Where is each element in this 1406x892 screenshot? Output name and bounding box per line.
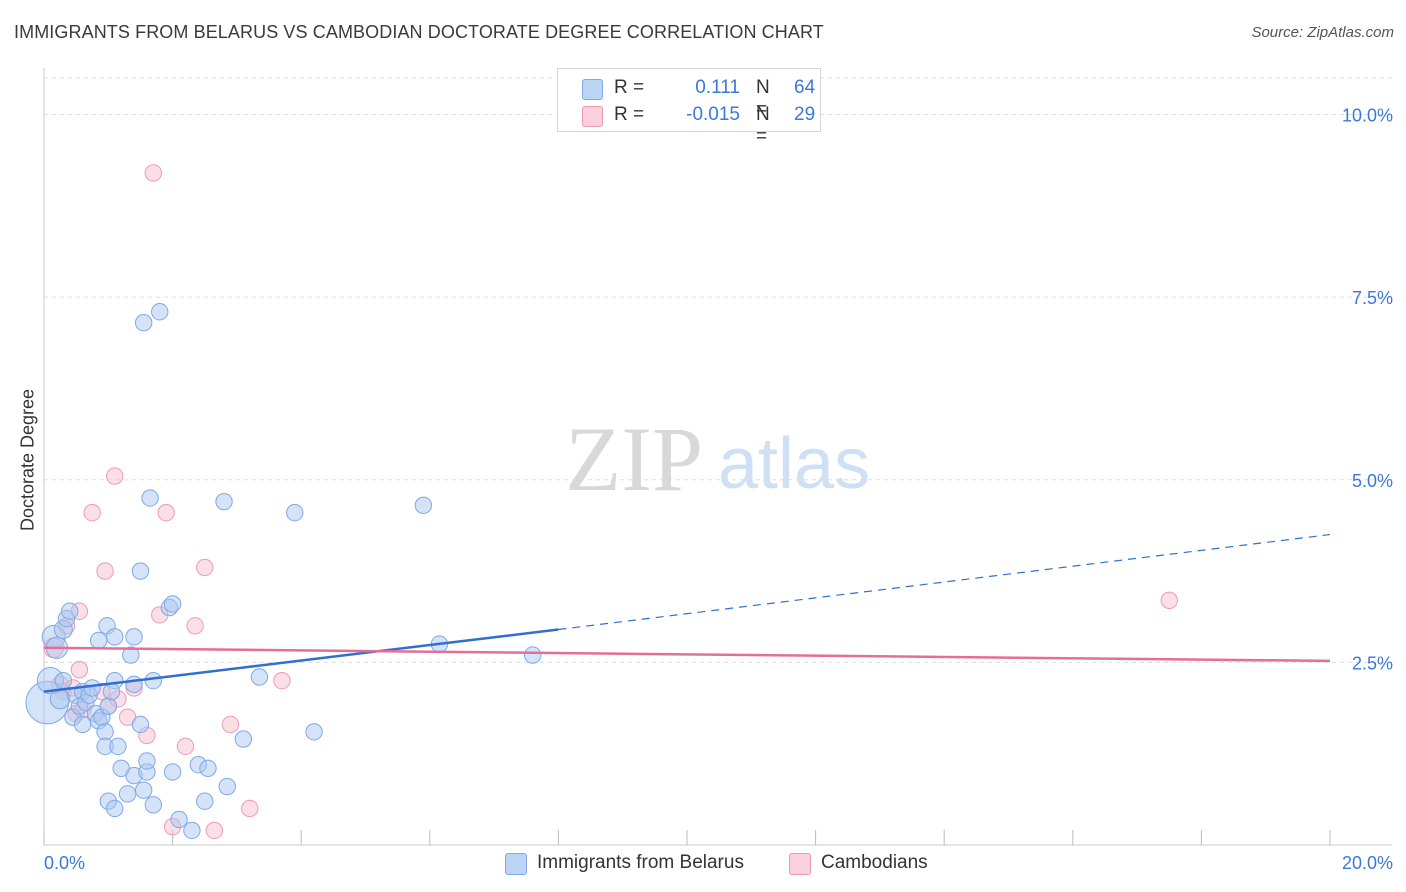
belarus-trend-line (43, 628, 559, 693)
watermark-zip: ZIP (565, 408, 703, 510)
cambodian-point (273, 671, 291, 690)
cambodian-point (241, 799, 259, 818)
trend-lines (43, 533, 1331, 693)
belarus-point (89, 631, 108, 650)
belarus-point (151, 303, 169, 321)
belarus-point (54, 671, 72, 690)
belarus-point (163, 595, 182, 613)
cambodian-n-label: N = (756, 104, 770, 147)
source-label: Source: ZipAtlas.com (1251, 24, 1394, 41)
belarus-point (49, 688, 71, 710)
belarus-n-label: N = (756, 77, 770, 120)
x-tick-label: 0.0% (44, 853, 85, 873)
stats-legend: R = 0.111 N = 64 R = -0.015 N = 29 (557, 68, 821, 147)
cambodian-point (96, 562, 114, 580)
belarus-point (102, 682, 121, 701)
belarus-point (286, 503, 304, 522)
belarus-point (234, 730, 253, 748)
belarus-point (96, 723, 114, 741)
bottom-belarus-label: Immigrants from Belarus (537, 852, 744, 873)
belarus-point (141, 489, 159, 507)
bottom-cambodian-label: Cambodians (821, 852, 928, 873)
cambodian-point (205, 821, 224, 840)
belarus-point (122, 646, 140, 664)
bottom-cambodian-swatch (789, 853, 811, 875)
belarus-point (73, 715, 92, 734)
cambodian-point (1160, 591, 1178, 609)
belarus-point (109, 737, 127, 756)
chart-title: IMMIGRANTS FROM BELARUS VS CAMBODIAN DOC… (14, 22, 824, 42)
belarus-point (523, 646, 542, 664)
belarus-r-value: 0.111 (695, 77, 740, 98)
cambodian-trend-line (43, 646, 1331, 663)
cambodian-point (70, 660, 89, 679)
cambodian-point (157, 503, 175, 522)
cambodian-point (176, 737, 195, 756)
y-axis-label: Doctorate Degree (17, 388, 38, 532)
belarus-point (118, 785, 137, 803)
belarus-point (170, 810, 188, 829)
belarus-swatch (582, 79, 603, 100)
belarus-point (61, 602, 79, 620)
belarus-point (134, 781, 153, 799)
watermark-atlas: atlas (718, 424, 870, 504)
belarus-point (99, 697, 118, 715)
belarus-r-label: R = (614, 77, 645, 98)
belarus-point (250, 668, 269, 686)
cambodian-swatch (582, 106, 603, 127)
belarus-point (305, 723, 323, 741)
belarus-point (134, 314, 153, 332)
belarus-point (218, 777, 236, 796)
cambodian-r-label: R = (614, 104, 645, 125)
belarus-point (131, 562, 150, 580)
belarus-points (25, 303, 542, 840)
cambodian-point (221, 715, 240, 734)
belarus-point (199, 759, 217, 777)
y-tick-label: 2.5% (1352, 653, 1393, 673)
belarus-point (144, 796, 163, 814)
belarus-point (215, 492, 233, 511)
belarus-point (138, 752, 156, 770)
x-tick-label: 20.0% (1342, 853, 1393, 873)
cambodian-point (106, 467, 124, 485)
tick-labels: 2.5% 5.0% 7.5% 10.0% 0.0% 20.0% (44, 106, 1393, 873)
y-tick-label: 10.0% (1342, 106, 1393, 126)
belarus-point (144, 671, 163, 690)
belarus-trend-extension (558, 533, 1331, 631)
cambodian-point (144, 164, 163, 182)
belarus-point (163, 763, 182, 781)
belarus-n-value: 64 (794, 77, 816, 98)
y-tick-label: 5.0% (1352, 471, 1393, 491)
y-tick-label: 7.5% (1352, 288, 1393, 308)
cambodian-point (83, 503, 101, 522)
bottom-belarus-swatch (505, 853, 527, 875)
belarus-point (196, 792, 214, 810)
belarus-point (131, 715, 150, 734)
belarus-point (83, 679, 101, 697)
belarus-point (106, 799, 124, 818)
gridlines (44, 77, 1392, 663)
belarus-point (414, 496, 433, 515)
belarus-point (125, 628, 143, 646)
watermark: ZIP atlas (565, 408, 870, 510)
belarus-point (125, 675, 143, 693)
belarus-point (106, 628, 124, 646)
belarus-point (183, 821, 201, 840)
cambodian-n-value: 29 (794, 104, 816, 125)
cambodian-point (186, 617, 204, 635)
cambodian-point (196, 558, 214, 577)
cambodian-r-value: -0.015 (686, 104, 740, 125)
